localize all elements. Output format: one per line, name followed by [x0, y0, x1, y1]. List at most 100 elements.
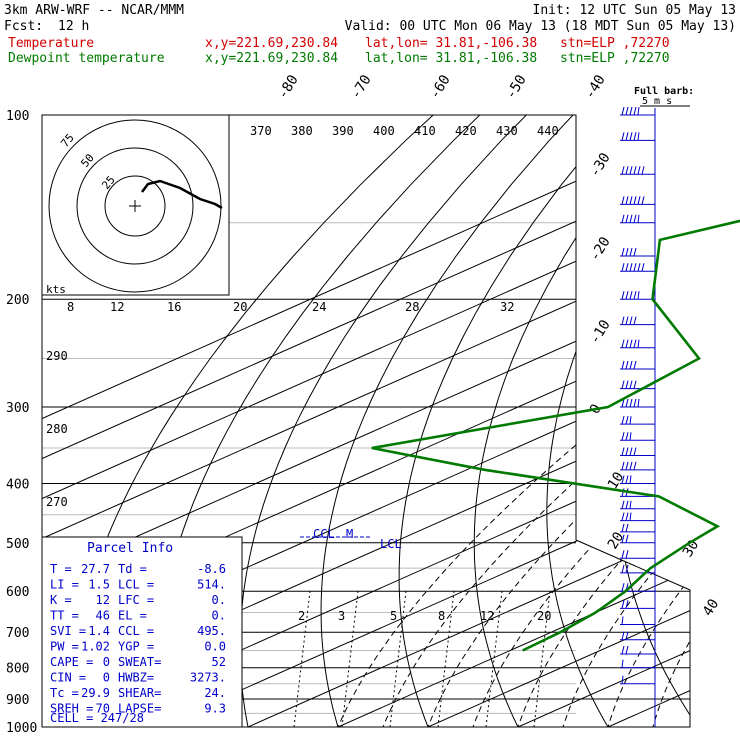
isotherm--30 — [128, 115, 690, 727]
parcel-value-left: 0 — [103, 671, 110, 685]
wind-barb-680 — [620, 616, 655, 625]
mixing-ratio-label-20: 20 — [537, 609, 551, 623]
isotherm-label--20: -20 — [587, 234, 614, 264]
parcel-row: LI = 1.5 LCL = 514. — [50, 578, 226, 592]
barb-flag — [637, 263, 641, 272]
wind-barb-460 — [620, 512, 655, 522]
wind-barb-240 — [620, 339, 655, 349]
legend-temperature-name: Temperature — [8, 36, 95, 51]
fcst-label: Fcst: — [4, 19, 44, 34]
wind-barb-100 — [620, 106, 655, 116]
barb-flag — [633, 166, 637, 175]
barb-flag — [629, 500, 632, 509]
barb-flag — [633, 316, 637, 325]
barb-flag — [641, 166, 645, 175]
barb-flag — [621, 534, 625, 543]
parcel-row: CAPE = 0 SWEAT= 52 — [50, 655, 226, 669]
parcel-value-right: 0. — [212, 609, 226, 623]
barb-flag — [621, 500, 625, 509]
barb-flag — [621, 675, 624, 684]
wind-barb-640 — [620, 600, 655, 609]
mixing-ratio-label-8: 8 — [438, 609, 445, 623]
isotherm--100 — [42, 115, 690, 727]
hodograph-trace — [141, 179, 223, 210]
moist-adiabat-25 — [649, 285, 690, 727]
barb-flag — [625, 360, 629, 370]
parcel-key-right: EL = — [118, 609, 147, 623]
moist-adiabat-10 — [513, 285, 690, 727]
barb-flag — [625, 534, 629, 543]
mixing-ratio-label-2: 2 — [298, 609, 305, 623]
isotherm-10 — [488, 115, 690, 727]
isotherm-label--50: -50 — [503, 72, 530, 102]
isotherm--70 — [42, 115, 690, 727]
barb-flag — [621, 106, 625, 116]
wind-barb-300 — [620, 398, 655, 408]
wind-barb-340 — [620, 432, 655, 441]
parcel-value-left: 29.9 — [81, 686, 110, 700]
parcel-row: PW = 1.02 YGP = 0.0 — [50, 640, 226, 654]
lcl-label: LCL — [380, 537, 402, 551]
isobar-label-800: 800 — [6, 662, 29, 677]
parcel-value-left: 1.02 — [81, 640, 110, 654]
barb-flag — [621, 416, 625, 425]
parcel-key-left: SREH = — [50, 702, 93, 716]
barb-flag — [629, 247, 633, 257]
barb-flag — [633, 196, 637, 205]
legend-temperature-stn: stn=ELP ,72270 — [560, 36, 670, 51]
moist-adiabat-5 — [468, 285, 690, 727]
isobar-label-300: 300 — [6, 401, 29, 416]
parcel-key-left: SVI = — [50, 624, 86, 638]
wind-barb-480 — [620, 523, 655, 533]
mixing-ratio-label-5: 5 — [390, 609, 397, 623]
barb-flag — [625, 196, 629, 205]
wind-barb-150 — [620, 214, 655, 224]
upper-axis-label-8: 8 — [67, 300, 74, 314]
parcel-key-left: CIN = — [50, 671, 86, 685]
upper-axis-label-20: 20 — [233, 300, 247, 314]
moist-adiabat--5 — [377, 285, 690, 727]
parcel-key-right: LAPSE= — [118, 702, 161, 716]
wind-barb-180 — [620, 263, 655, 272]
wind-barb-380 — [620, 461, 655, 471]
barb-flag — [621, 380, 625, 389]
barb-flag — [621, 512, 625, 521]
barb-flag — [625, 550, 629, 559]
dewpoint-line — [371, 219, 740, 652]
hodograph-units-label: kts — [46, 283, 66, 296]
wind-barb-360 — [620, 447, 655, 456]
wind-barb-220 — [620, 316, 655, 326]
barb-flag — [629, 316, 633, 325]
barb-flag — [625, 380, 629, 389]
wind-barb-440 — [620, 500, 655, 510]
barb-flag — [625, 398, 629, 408]
wind-barbs: Full barb:5 m s — [620, 86, 694, 727]
barb-flag — [625, 600, 629, 609]
barb-flag — [621, 291, 625, 300]
isobar-label-200: 200 — [6, 293, 29, 308]
dry-adiabat-20 — [546, 115, 690, 727]
parcel-title: Parcel Info — [87, 541, 173, 556]
grid-layer — [41, 114, 691, 728]
isotherm--10 — [308, 115, 690, 727]
upper-axis-label-16: 16 — [167, 300, 181, 314]
init-time: Init: 12 UTC Sun 05 May 13 — [532, 3, 737, 18]
model-title: 3km ARW-WRF -- NCAR/MMM — [4, 3, 185, 18]
parcel-value-right: 0. — [212, 593, 226, 607]
barb-flag — [621, 659, 624, 668]
parcel-key-left: K = — [50, 593, 72, 607]
barb-flag — [629, 106, 633, 116]
parcel-row: SVI = 1.4 CCL = 495. — [50, 624, 226, 638]
parcel-row: K = 12 LFC = 0. — [50, 593, 226, 607]
parcel-key-left: TT = — [50, 609, 79, 623]
barb-flag — [629, 416, 632, 425]
parcel-value-left: 1.4 — [88, 624, 110, 638]
dry-adiabat--10 — [320, 115, 600, 727]
barb-flag — [633, 291, 637, 300]
wind-barb-110 — [620, 132, 655, 141]
barb-flag — [629, 461, 633, 470]
isotherm-label--40: -40 — [582, 72, 609, 102]
barb-flag — [621, 263, 625, 272]
barb-flag — [633, 398, 637, 408]
isobar-label-500: 500 — [6, 537, 29, 552]
